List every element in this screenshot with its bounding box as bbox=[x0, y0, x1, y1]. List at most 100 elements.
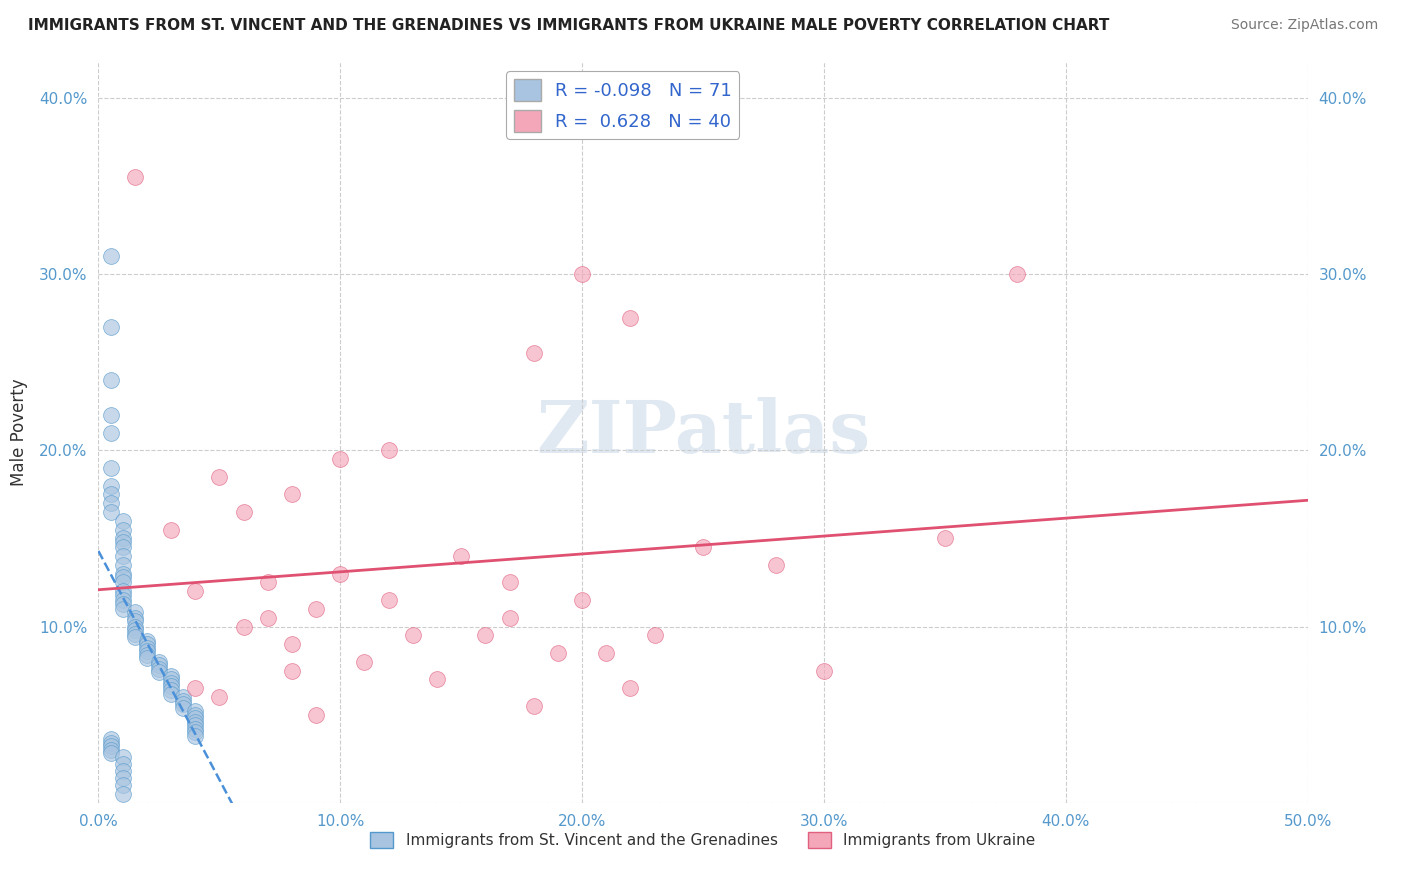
Point bbox=[100, 739, 122, 754]
Point bbox=[619, 681, 641, 696]
Point bbox=[498, 610, 520, 624]
Point bbox=[765, 558, 787, 572]
Point bbox=[160, 669, 183, 683]
Point bbox=[135, 648, 157, 662]
Point bbox=[111, 602, 134, 616]
Point bbox=[474, 628, 496, 642]
Point bbox=[184, 584, 207, 599]
Point bbox=[305, 707, 328, 722]
Point bbox=[184, 714, 207, 729]
Point bbox=[100, 487, 122, 501]
Point bbox=[135, 637, 157, 651]
Point bbox=[100, 732, 122, 747]
Point bbox=[498, 575, 520, 590]
Point bbox=[644, 628, 666, 642]
Point bbox=[281, 637, 304, 651]
Point bbox=[111, 764, 134, 778]
Point bbox=[329, 566, 352, 581]
Point bbox=[100, 425, 122, 440]
Point bbox=[111, 778, 134, 792]
Point bbox=[124, 606, 146, 620]
Point bbox=[208, 690, 231, 704]
Point bbox=[111, 787, 134, 801]
Point bbox=[160, 676, 183, 690]
Point bbox=[111, 575, 134, 590]
Text: Source: ZipAtlas.com: Source: ZipAtlas.com bbox=[1230, 18, 1378, 32]
Point bbox=[111, 750, 134, 764]
Point bbox=[111, 566, 134, 581]
Point bbox=[160, 686, 183, 700]
Point bbox=[232, 505, 254, 519]
Point bbox=[111, 570, 134, 584]
Point bbox=[184, 729, 207, 743]
Point bbox=[692, 540, 714, 554]
Point bbox=[100, 505, 122, 519]
Point bbox=[100, 736, 122, 750]
Point bbox=[111, 558, 134, 572]
Point bbox=[160, 523, 183, 537]
Point bbox=[100, 373, 122, 387]
Point bbox=[184, 718, 207, 732]
Point bbox=[256, 610, 278, 624]
Point bbox=[160, 683, 183, 698]
Point bbox=[100, 478, 122, 492]
Point bbox=[172, 700, 194, 714]
Point bbox=[256, 575, 278, 590]
Point bbox=[135, 651, 157, 665]
Text: ZIPatlas: ZIPatlas bbox=[536, 397, 870, 468]
Point bbox=[184, 707, 207, 722]
Point bbox=[148, 658, 170, 673]
Point bbox=[571, 267, 593, 281]
Point bbox=[111, 757, 134, 772]
Point bbox=[160, 673, 183, 687]
Y-axis label: Male Poverty: Male Poverty bbox=[10, 379, 28, 486]
Point bbox=[305, 602, 328, 616]
Point bbox=[100, 747, 122, 761]
Point bbox=[184, 722, 207, 736]
Point bbox=[148, 655, 170, 669]
Point bbox=[281, 664, 304, 678]
Point bbox=[281, 487, 304, 501]
Point bbox=[377, 443, 399, 458]
Point bbox=[523, 698, 546, 713]
Point bbox=[172, 693, 194, 707]
Point bbox=[100, 743, 122, 757]
Point bbox=[450, 549, 472, 563]
Point bbox=[184, 725, 207, 739]
Text: IMMIGRANTS FROM ST. VINCENT AND THE GRENADINES VS IMMIGRANTS FROM UKRAINE MALE P: IMMIGRANTS FROM ST. VINCENT AND THE GREN… bbox=[28, 18, 1109, 33]
Point bbox=[934, 532, 956, 546]
Point bbox=[184, 704, 207, 718]
Point bbox=[547, 646, 569, 660]
Point bbox=[426, 673, 449, 687]
Point bbox=[523, 346, 546, 360]
Point bbox=[111, 514, 134, 528]
Legend: Immigrants from St. Vincent and the Grenadines, Immigrants from Ukraine: Immigrants from St. Vincent and the Gren… bbox=[364, 826, 1042, 855]
Point bbox=[100, 249, 122, 263]
Point bbox=[232, 619, 254, 633]
Point bbox=[402, 628, 425, 642]
Point bbox=[111, 584, 134, 599]
Point bbox=[135, 633, 157, 648]
Point bbox=[111, 523, 134, 537]
Point bbox=[172, 697, 194, 711]
Point bbox=[1007, 267, 1029, 281]
Point bbox=[353, 655, 375, 669]
Point bbox=[124, 614, 146, 628]
Point bbox=[184, 711, 207, 725]
Point bbox=[148, 665, 170, 680]
Point bbox=[208, 469, 231, 483]
Point bbox=[135, 644, 157, 658]
Point bbox=[111, 549, 134, 563]
Point bbox=[329, 452, 352, 467]
Point bbox=[619, 311, 641, 326]
Point bbox=[100, 319, 122, 334]
Point bbox=[124, 626, 146, 640]
Point bbox=[124, 619, 146, 633]
Point bbox=[135, 640, 157, 655]
Point bbox=[111, 597, 134, 611]
Point bbox=[100, 408, 122, 422]
Point bbox=[111, 771, 134, 785]
Point bbox=[111, 593, 134, 607]
Point bbox=[111, 535, 134, 549]
Point bbox=[571, 593, 593, 607]
